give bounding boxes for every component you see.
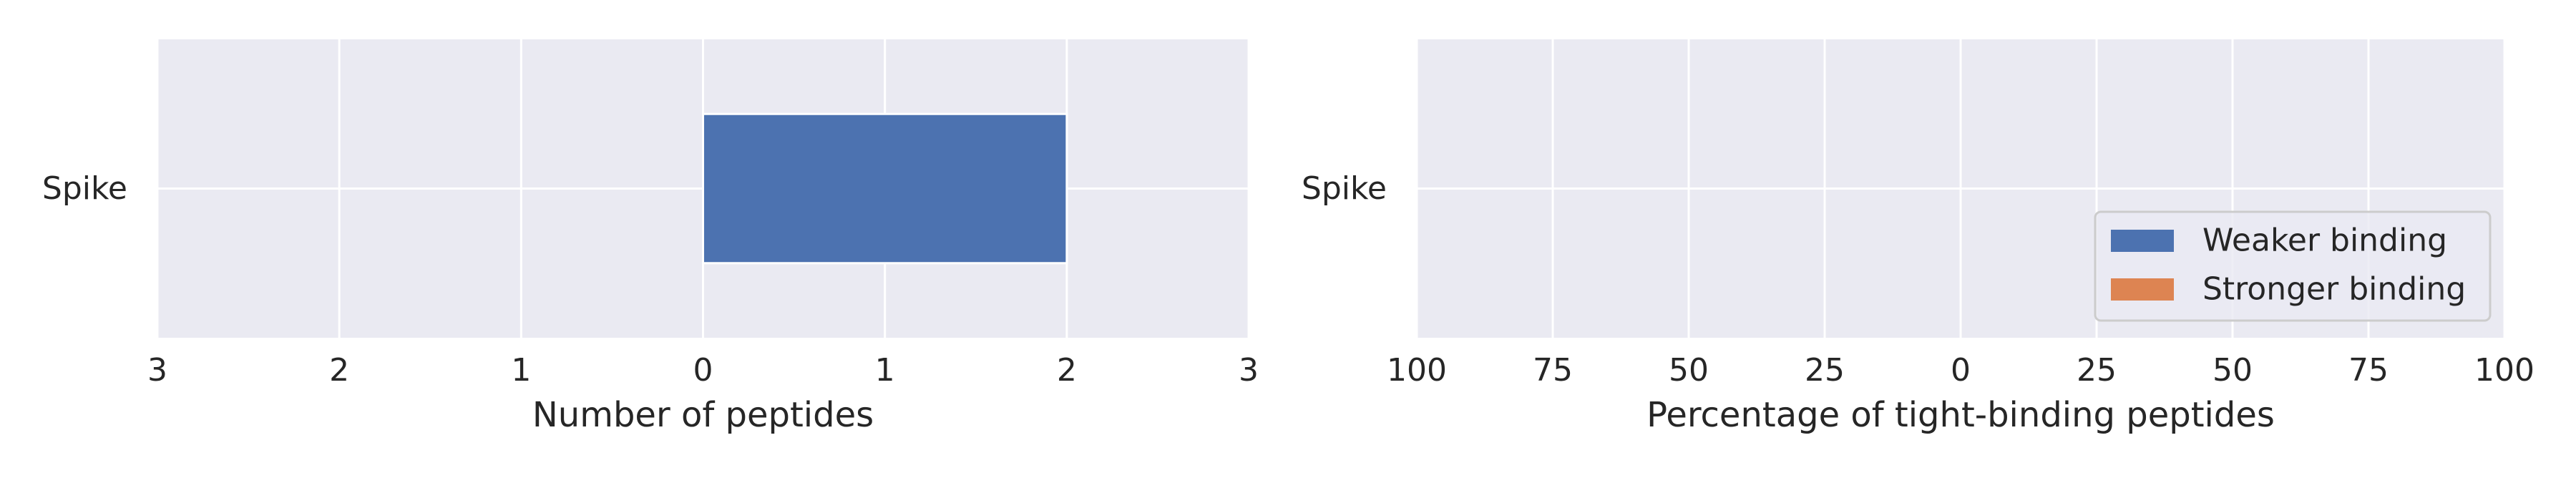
x-tick-label: 3	[1239, 352, 1259, 389]
x-tick-label: 25	[2077, 352, 2117, 389]
x-tick-label: 2	[329, 352, 349, 389]
legend-swatch-stronger-binding	[2111, 278, 2174, 301]
x-tick-label: 1	[511, 352, 531, 389]
peptide-count-chart: Spike 3 2 1 0 1 2 3 Number of peptides	[42, 39, 1259, 435]
tight-binding-percentage-chart: Spike 100 75 50 25 0 25 50 75 100 Percentage of ti…	[1302, 39, 2534, 435]
x-tick-label: 1	[875, 352, 895, 389]
x-tick-label: 75	[2348, 352, 2389, 389]
bar-weaker-binding	[702, 112, 1068, 265]
x-tick-label: 100	[1387, 352, 1447, 389]
x-tick-label: 3	[147, 352, 167, 389]
legend-swatch-weaker-binding	[2111, 230, 2174, 252]
category-label: Spike	[42, 170, 127, 207]
legend-label: Weaker binding	[2202, 223, 2447, 259]
x-tick-label: 50	[1669, 352, 1709, 389]
legend: Weaker binding Stronger binding	[2094, 210, 2492, 322]
x-tick-label: 0	[1951, 352, 1971, 389]
x-tick-label: 25	[1805, 352, 1845, 389]
x-tick-label: 2	[1057, 352, 1077, 389]
x-tick-label: 50	[2212, 352, 2253, 389]
x-tick-label: 0	[693, 352, 713, 389]
x-tick-label: 100	[2474, 352, 2534, 389]
legend-box	[2094, 210, 2492, 322]
x-axis-title: Percentage of tight-binding peptides	[1646, 395, 2275, 435]
x-axis-title: Number of peptides	[532, 395, 874, 435]
legend-label: Stronger binding	[2202, 271, 2466, 308]
category-label: Spike	[1302, 170, 1387, 207]
x-tick-label: 75	[1533, 352, 1573, 389]
